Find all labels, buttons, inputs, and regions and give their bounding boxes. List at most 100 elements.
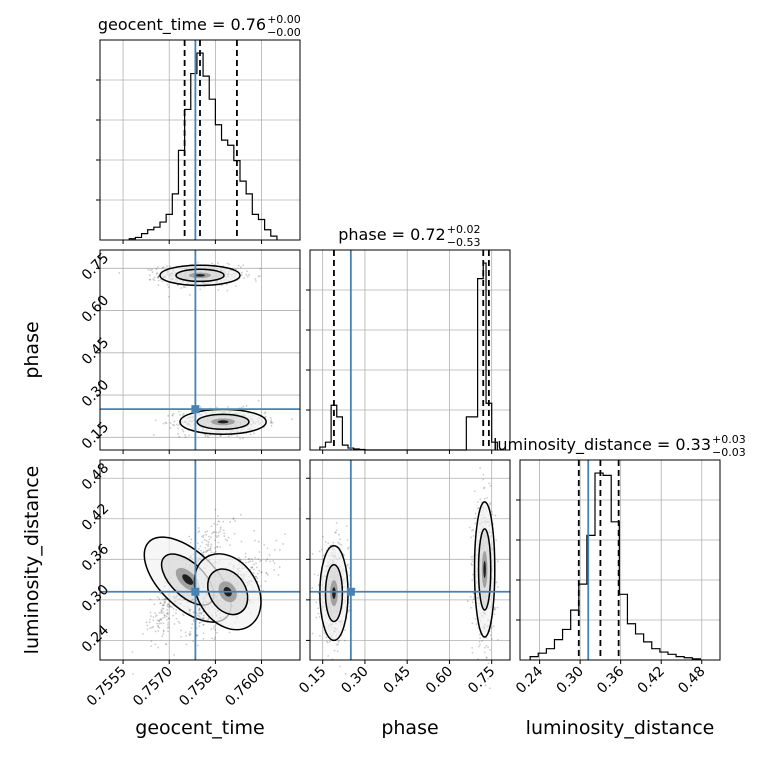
sample-point bbox=[348, 608, 351, 611]
sample-point bbox=[228, 263, 231, 266]
sample-point bbox=[189, 608, 191, 611]
sample-point bbox=[483, 651, 486, 654]
sample-point bbox=[326, 641, 329, 644]
sample-point bbox=[257, 540, 260, 543]
title-upper-error: +0.00 bbox=[267, 13, 301, 26]
sample-point bbox=[318, 615, 321, 618]
sample-point bbox=[495, 581, 498, 584]
sample-point bbox=[156, 619, 159, 622]
sample-point bbox=[195, 627, 198, 630]
sample-point bbox=[235, 285, 237, 287]
sample-point bbox=[152, 619, 155, 622]
sample-point bbox=[157, 646, 160, 649]
sample-point bbox=[488, 687, 491, 690]
sample-point bbox=[188, 434, 191, 437]
sample-point bbox=[278, 566, 281, 569]
sample-point bbox=[152, 278, 155, 280]
sample-point bbox=[198, 607, 201, 610]
sample-point bbox=[484, 498, 486, 500]
sample-point bbox=[149, 269, 152, 272]
sample-point bbox=[337, 643, 339, 645]
sample-point bbox=[202, 632, 205, 635]
sample-point bbox=[159, 602, 162, 605]
sample-point bbox=[207, 619, 210, 621]
sample-point bbox=[478, 645, 480, 648]
sample-point bbox=[162, 616, 165, 619]
truth-marker bbox=[191, 587, 200, 596]
sample-point bbox=[260, 559, 263, 562]
x-axis-label-phase: phase bbox=[381, 717, 438, 739]
sample-point bbox=[214, 508, 217, 511]
sample-point bbox=[216, 546, 219, 549]
sample-point bbox=[204, 433, 207, 436]
sample-point bbox=[160, 622, 163, 625]
sample-point bbox=[494, 606, 496, 609]
sample-point bbox=[157, 630, 160, 632]
title-upper-error: +0.03 bbox=[712, 433, 746, 446]
sample-point bbox=[175, 423, 178, 426]
sample-point bbox=[227, 406, 229, 408]
sample-point bbox=[210, 543, 213, 546]
x-tick-label-luminosity_distance: 0.42 bbox=[635, 664, 668, 697]
sample-point bbox=[487, 662, 490, 665]
sample-point bbox=[336, 643, 338, 646]
sample-point bbox=[208, 548, 211, 550]
sample-point bbox=[190, 538, 193, 541]
sample-point bbox=[210, 628, 213, 631]
sample-point bbox=[229, 520, 232, 523]
sample-point bbox=[157, 625, 160, 628]
sample-point bbox=[273, 548, 276, 551]
sample-point bbox=[148, 274, 151, 277]
sample-point bbox=[197, 527, 200, 529]
sample-point bbox=[217, 515, 219, 517]
sample-point bbox=[270, 421, 273, 423]
sample-point bbox=[171, 606, 173, 608]
sample-point bbox=[216, 406, 218, 409]
sample-point bbox=[477, 507, 480, 509]
scatter-frame-phase_luminosity_distance bbox=[309, 459, 511, 661]
sample-point bbox=[211, 637, 214, 640]
sample-point bbox=[205, 543, 208, 546]
sample-point bbox=[259, 267, 262, 270]
sample-point bbox=[162, 266, 165, 268]
sample-point bbox=[202, 638, 205, 640]
x-tick-label-geocent_time: 0.7555 bbox=[84, 664, 130, 710]
sample-point bbox=[155, 614, 158, 617]
sample-point bbox=[487, 677, 489, 680]
sample-point bbox=[249, 560, 251, 563]
sample-point bbox=[158, 626, 161, 629]
sample-point bbox=[491, 513, 494, 516]
y-tick-label-phase: 0.45 bbox=[79, 335, 112, 368]
y-tick-label-luminosity_distance: 0.30 bbox=[79, 582, 112, 615]
sample-point bbox=[145, 621, 148, 624]
sample-point bbox=[496, 606, 499, 609]
sample-point bbox=[338, 533, 340, 536]
sample-point bbox=[158, 622, 161, 625]
sample-point bbox=[173, 623, 176, 625]
sample-point bbox=[243, 277, 245, 279]
scatter-panel-phase_luminosity_distance bbox=[310, 460, 510, 690]
x-tick-label-phase: 0.45 bbox=[381, 664, 414, 697]
sample-point bbox=[266, 547, 269, 550]
sample-point bbox=[474, 617, 477, 620]
sample-point bbox=[171, 414, 174, 417]
sample-point bbox=[173, 654, 175, 656]
sample-point bbox=[346, 539, 349, 541]
x-tick-label-geocent_time: 0.7585 bbox=[176, 664, 222, 710]
y-tick-label-phase: 0.75 bbox=[79, 250, 112, 283]
sample-point bbox=[485, 656, 488, 659]
sample-point bbox=[166, 613, 169, 616]
sample-point bbox=[180, 287, 183, 290]
sample-point bbox=[216, 545, 219, 548]
sample-point bbox=[257, 399, 260, 402]
sample-point bbox=[163, 614, 166, 616]
sample-point bbox=[339, 538, 342, 541]
sample-point bbox=[234, 520, 236, 522]
sample-point bbox=[155, 268, 158, 271]
sample-point bbox=[495, 539, 498, 542]
sample-point bbox=[150, 640, 153, 643]
sample-point bbox=[269, 560, 272, 563]
sample-point bbox=[165, 615, 168, 618]
sample-point bbox=[147, 268, 150, 271]
sample-point bbox=[148, 278, 151, 281]
